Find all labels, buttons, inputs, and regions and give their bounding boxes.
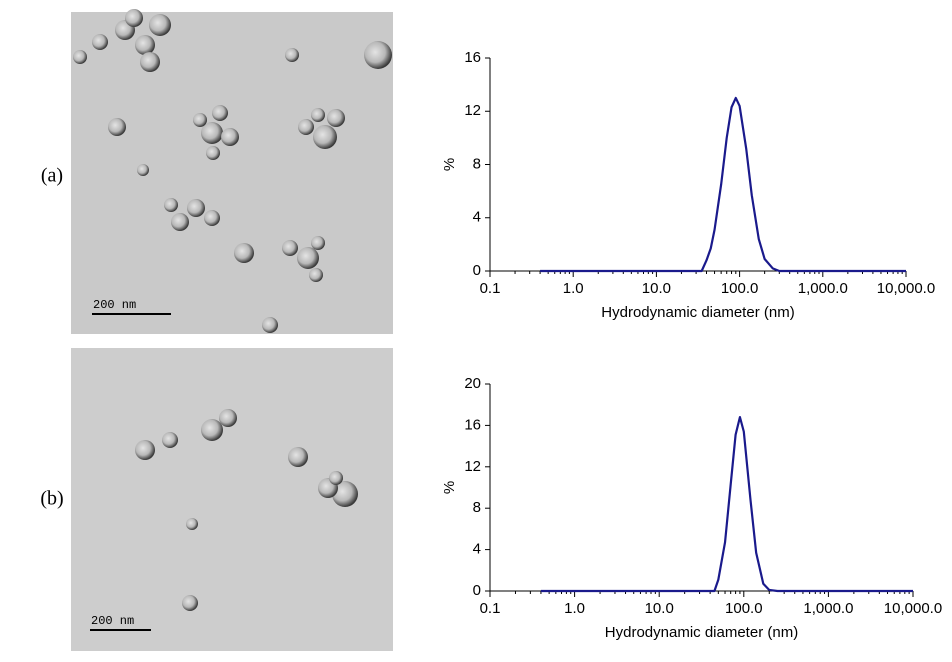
x-axis-label: Hydrodynamic diameter (nm) [605, 624, 798, 641]
x-tick-label: 0.1 [480, 600, 501, 617]
x-tick-label: 10,000.0 [884, 600, 942, 617]
y-tick-label: 4 [473, 541, 481, 558]
y-tick-label: 12 [464, 102, 481, 119]
y-tick-label: 8 [473, 155, 481, 172]
x-axis-label: Hydrodynamic diameter (nm) [601, 304, 794, 321]
x-tick-label: 1.0 [563, 280, 584, 297]
panel-label: (a) [41, 165, 63, 187]
scale-bar-label: 200 nm [93, 298, 136, 312]
x-tick-label: 1,000.0 [798, 280, 848, 297]
scale-bar-label: 200 nm [91, 614, 134, 628]
y-axis-label: % [441, 158, 458, 171]
data-line [540, 416, 913, 593]
y-tick-label: 20 [464, 375, 481, 392]
y-tick-label: 4 [473, 209, 481, 226]
tem-image: 200 nm [71, 9, 393, 334]
x-tick-label: 100.0 [725, 600, 763, 617]
x-tick-label: 10.0 [642, 280, 671, 297]
x-tick-label: 100.0 [721, 280, 759, 297]
y-axis-label: % [441, 481, 458, 494]
y-tick-label: 16 [464, 49, 481, 66]
x-tick-label: 0.1 [480, 280, 501, 297]
x-tick-label: 10,000.0 [877, 280, 935, 297]
data-line [540, 96, 906, 273]
y-tick-label: 16 [464, 416, 481, 433]
y-tick-label: 0 [473, 262, 481, 279]
panel-label: (b) [40, 488, 63, 510]
x-tick-label: 10.0 [645, 600, 674, 617]
x-tick-label: 1.0 [564, 600, 585, 617]
y-tick-label: 12 [464, 458, 481, 475]
y-tick-label: 0 [473, 582, 481, 599]
y-tick-label: 8 [473, 499, 481, 516]
x-tick-label: 1,000.0 [803, 600, 853, 617]
tem-image: 200 nm [71, 348, 393, 651]
